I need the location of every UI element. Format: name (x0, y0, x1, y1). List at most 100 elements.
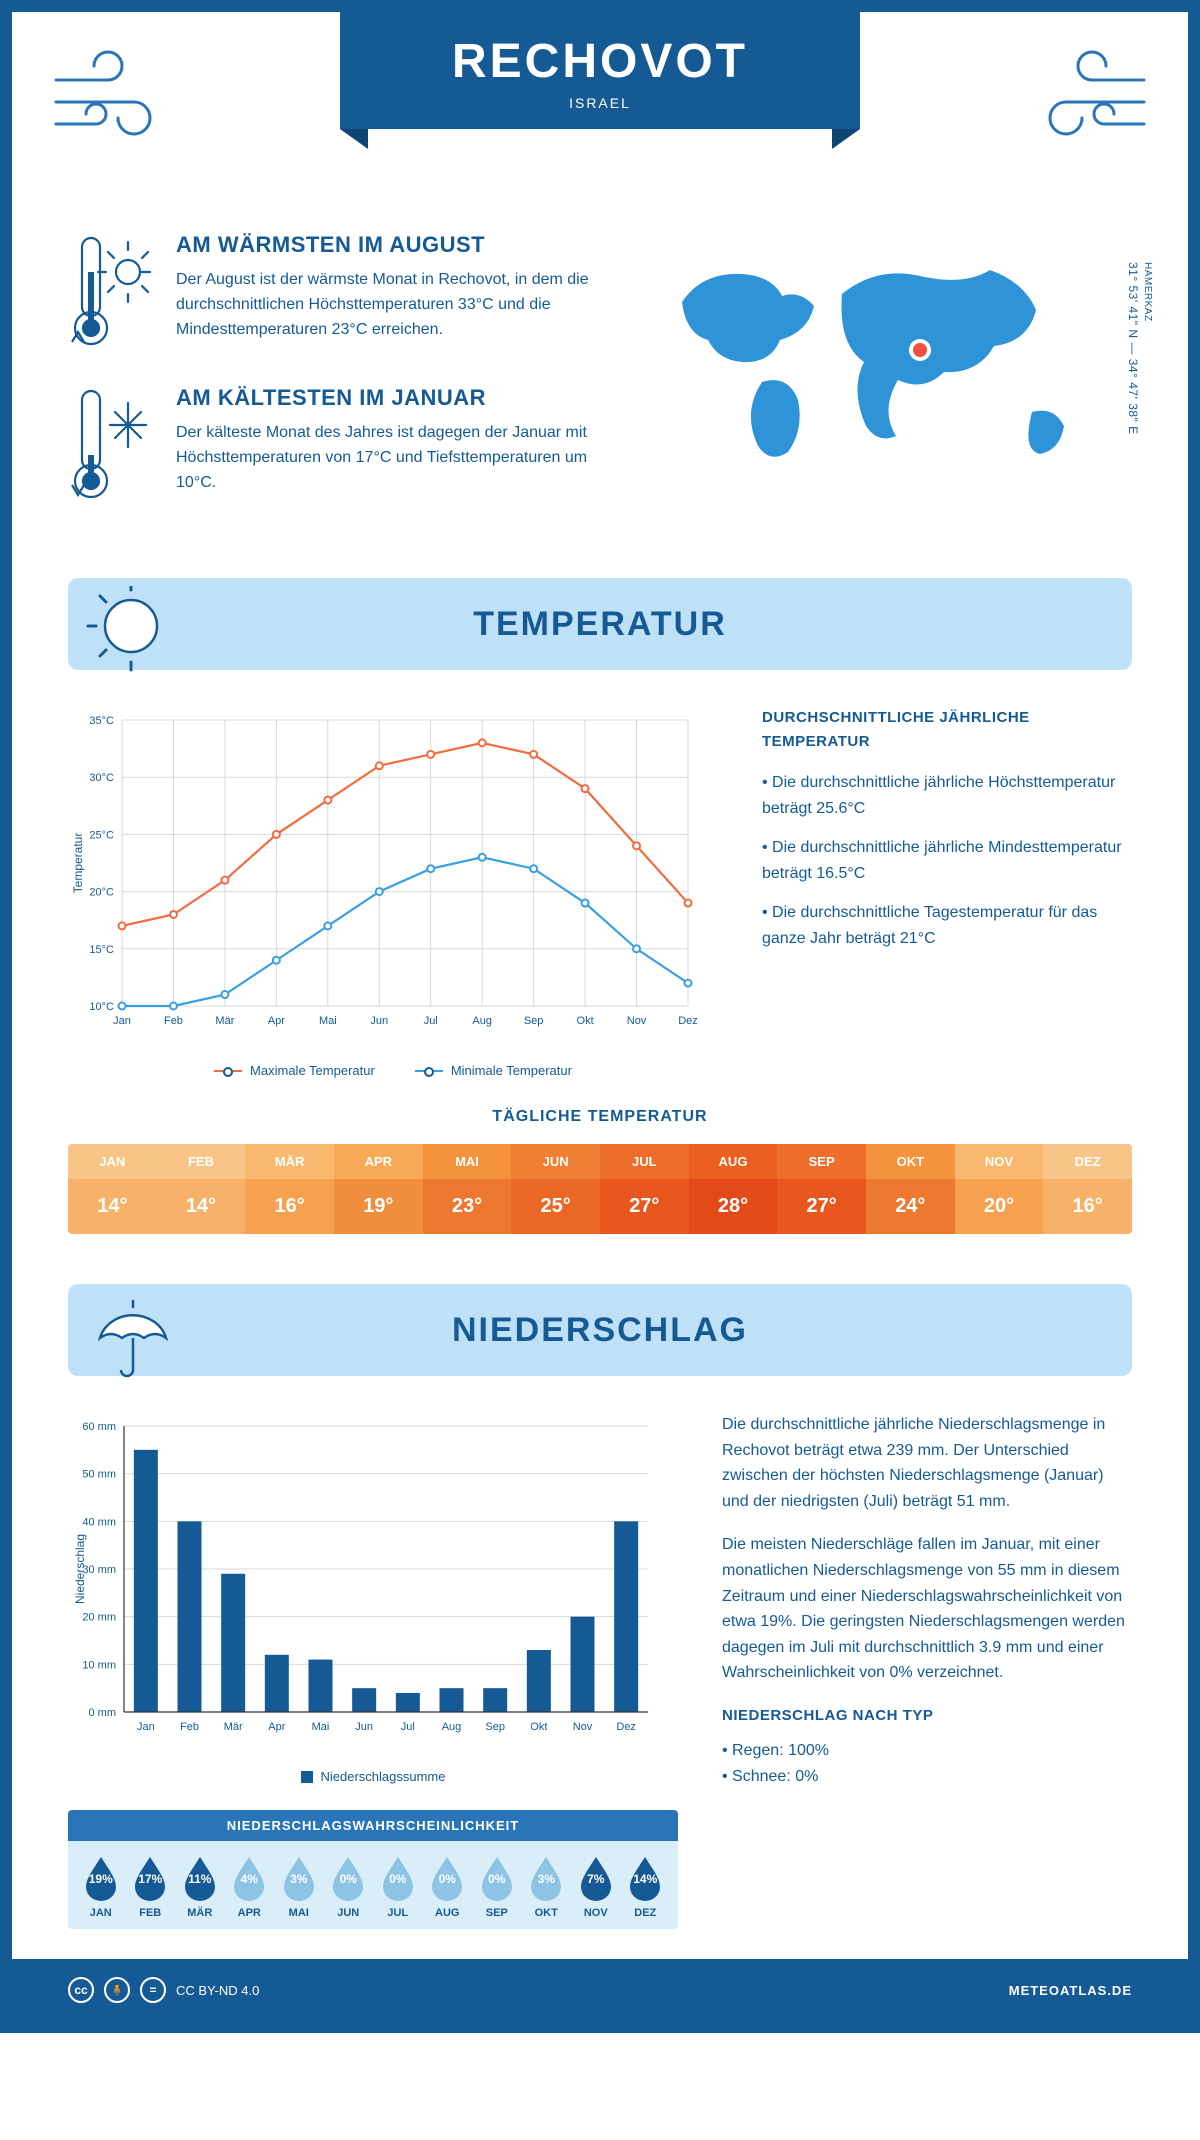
daily-cell: JUL27° (600, 1144, 689, 1234)
svg-text:10°C: 10°C (89, 1001, 114, 1013)
svg-text:Aug: Aug (472, 1015, 492, 1027)
svg-text:25°C: 25°C (89, 829, 114, 841)
svg-text:Mär: Mär (215, 1015, 234, 1027)
svg-text:Nov: Nov (627, 1015, 647, 1027)
svg-text:Mär: Mär (224, 1721, 243, 1733)
nd-icon: = (140, 1977, 166, 2003)
warmest-block: AM WÄRMSTEN IM AUGUST Der August ist der… (68, 232, 612, 357)
license-block: cc 🧍 = CC BY-ND 4.0 (68, 1977, 259, 2003)
coldest-block: AM KÄLTESTEN IM JANUAR Der kälteste Mona… (68, 385, 612, 510)
umbrella-icon (86, 1292, 176, 1387)
region-label: HAMERKAZ (1142, 262, 1153, 322)
sun-icon (86, 586, 176, 681)
svg-text:Apr: Apr (268, 1015, 285, 1027)
daily-cell: JAN14° (68, 1144, 157, 1234)
svg-text:20 mm: 20 mm (82, 1612, 116, 1624)
precip-rain: • Regen: 100% (722, 1738, 1132, 1764)
prob-cell: 17%FEB (128, 1855, 174, 1919)
svg-text:Temperatur: Temperatur (71, 833, 85, 894)
svg-text:Niederschlag: Niederschlag (73, 1534, 87, 1604)
temp-bullet-3: • Die durchschnittliche Tagestemperatur … (762, 900, 1132, 951)
svg-text:Jul: Jul (424, 1015, 438, 1027)
svg-text:Mai: Mai (319, 1015, 337, 1027)
coldest-text: Der kälteste Monat des Jahres ist dagege… (176, 421, 612, 495)
license-text: CC BY-ND 4.0 (176, 1983, 259, 1998)
warmest-title: AM WÄRMSTEN IM AUGUST (176, 232, 612, 258)
svg-text:Sep: Sep (485, 1721, 505, 1733)
svg-text:Feb: Feb (164, 1015, 183, 1027)
prob-cell: 11%MÄR (177, 1855, 223, 1919)
prob-cell: 14%DEZ (623, 1855, 669, 1919)
precip-summary: Die durchschnittliche jährliche Niedersc… (722, 1412, 1132, 1929)
precip-probability-box: NIEDERSCHLAGSWAHRSCHEINLICHKEIT 19%JAN17… (68, 1810, 678, 1929)
coordinates: HAMERKAZ 31° 53' 41" N — 34° 47' 38" E (1126, 262, 1154, 435)
daily-cell: AUG28° (689, 1144, 778, 1234)
svg-text:Feb: Feb (180, 1721, 199, 1733)
svg-text:10 mm: 10 mm (82, 1659, 116, 1671)
wind-decoration-right (1022, 50, 1152, 155)
svg-text:Sep: Sep (524, 1015, 544, 1027)
by-icon: 🧍 (104, 1977, 130, 2003)
svg-text:35°C: 35°C (89, 715, 114, 727)
legend-min: Minimale Temperatur (451, 1063, 572, 1078)
precip-snow: • Schnee: 0% (722, 1764, 1132, 1790)
svg-text:20°C: 20°C (89, 887, 114, 899)
daily-cell: FEB14° (157, 1144, 246, 1234)
prob-cell: 3%OKT (524, 1855, 570, 1919)
temperature-summary: DURCHSCHNITTLICHE JÄHRLICHE TEMPERATUR •… (762, 706, 1132, 1078)
country-subtitle: ISRAEL (340, 95, 860, 111)
svg-text:Okt: Okt (577, 1015, 594, 1027)
temp-bullet-2: • Die durchschnittliche jährliche Mindes… (762, 835, 1132, 886)
svg-text:Dez: Dez (616, 1721, 636, 1733)
svg-text:Jun: Jun (355, 1721, 373, 1733)
precip-bar-chart: 0 mm10 mm20 mm30 mm40 mm50 mm60 mmNieder… (68, 1412, 668, 1752)
temperature-legend: Maximale Temperatur Minimale Temperatur (68, 1063, 718, 1078)
lon-label: 34° 47' 38" E (1126, 359, 1140, 435)
svg-text:Jan: Jan (137, 1721, 155, 1733)
prob-cell: 0%JUN (326, 1855, 372, 1919)
daily-cell: APR19° (334, 1144, 423, 1234)
footer: cc 🧍 = CC BY-ND 4.0 METEOATLAS.DE (12, 1959, 1188, 2021)
daily-cell: JUN25° (511, 1144, 600, 1234)
precip-section-header: NIEDERSCHLAG (68, 1284, 1132, 1376)
precip-heading: NIEDERSCHLAG (68, 1284, 1132, 1376)
warmest-text: Der August ist der wärmste Monat in Rech… (176, 268, 612, 342)
thermometer-hot-icon (68, 232, 154, 357)
precip-legend-label: Niederschlagssumme (321, 1769, 446, 1784)
temperature-section-header: TEMPERATUR (68, 578, 1132, 670)
daily-cell: NOV20° (955, 1144, 1044, 1234)
thermometer-cold-icon (68, 385, 154, 510)
header: RECHOVOT ISRAEL (12, 12, 1188, 212)
daily-cell: OKT24° (866, 1144, 955, 1234)
prob-cell: 3%MAI (276, 1855, 322, 1919)
daily-temp-table: JAN14°FEB14°MÄR16°APR19°MAI23°JUN25°JUL2… (68, 1144, 1132, 1234)
world-map-block: HAMERKAZ 31° 53' 41" N — 34° 47' 38" E (652, 232, 1132, 538)
svg-text:Jul: Jul (401, 1721, 415, 1733)
svg-text:Mai: Mai (312, 1721, 330, 1733)
prob-cell: 4%APR (227, 1855, 273, 1919)
title-banner: RECHOVOT ISRAEL (340, 12, 860, 129)
svg-text:60 mm: 60 mm (82, 1421, 116, 1433)
svg-text:Dez: Dez (678, 1015, 698, 1027)
precip-p2: Die meisten Niederschläge fallen im Janu… (722, 1532, 1132, 1686)
intro-section: AM WÄRMSTEN IM AUGUST Der August ist der… (68, 232, 1132, 538)
coldest-title: AM KÄLTESTEN IM JANUAR (176, 385, 612, 411)
daily-cell: DEZ16° (1043, 1144, 1132, 1234)
svg-text:15°C: 15°C (89, 944, 114, 956)
precip-legend: Niederschlagssumme (68, 1769, 678, 1784)
wind-decoration-left (48, 50, 178, 155)
temperature-heading: TEMPERATUR (68, 578, 1132, 670)
legend-max: Maximale Temperatur (250, 1063, 375, 1078)
daily-temp-title: TÄGLICHE TEMPERATUR (68, 1108, 1132, 1126)
svg-text:40 mm: 40 mm (82, 1516, 116, 1528)
daily-cell: SEP27° (777, 1144, 866, 1234)
daily-cell: MÄR16° (245, 1144, 334, 1234)
svg-text:Aug: Aug (442, 1721, 462, 1733)
svg-text:30 mm: 30 mm (82, 1564, 116, 1576)
svg-text:Nov: Nov (573, 1721, 593, 1733)
city-title: RECHOVOT (340, 34, 860, 89)
world-map-icon (652, 232, 1112, 492)
lat-label: 31° 53' 41" N (1126, 262, 1140, 339)
prob-cell: 0%AUG (425, 1855, 471, 1919)
svg-text:Jun: Jun (370, 1015, 388, 1027)
